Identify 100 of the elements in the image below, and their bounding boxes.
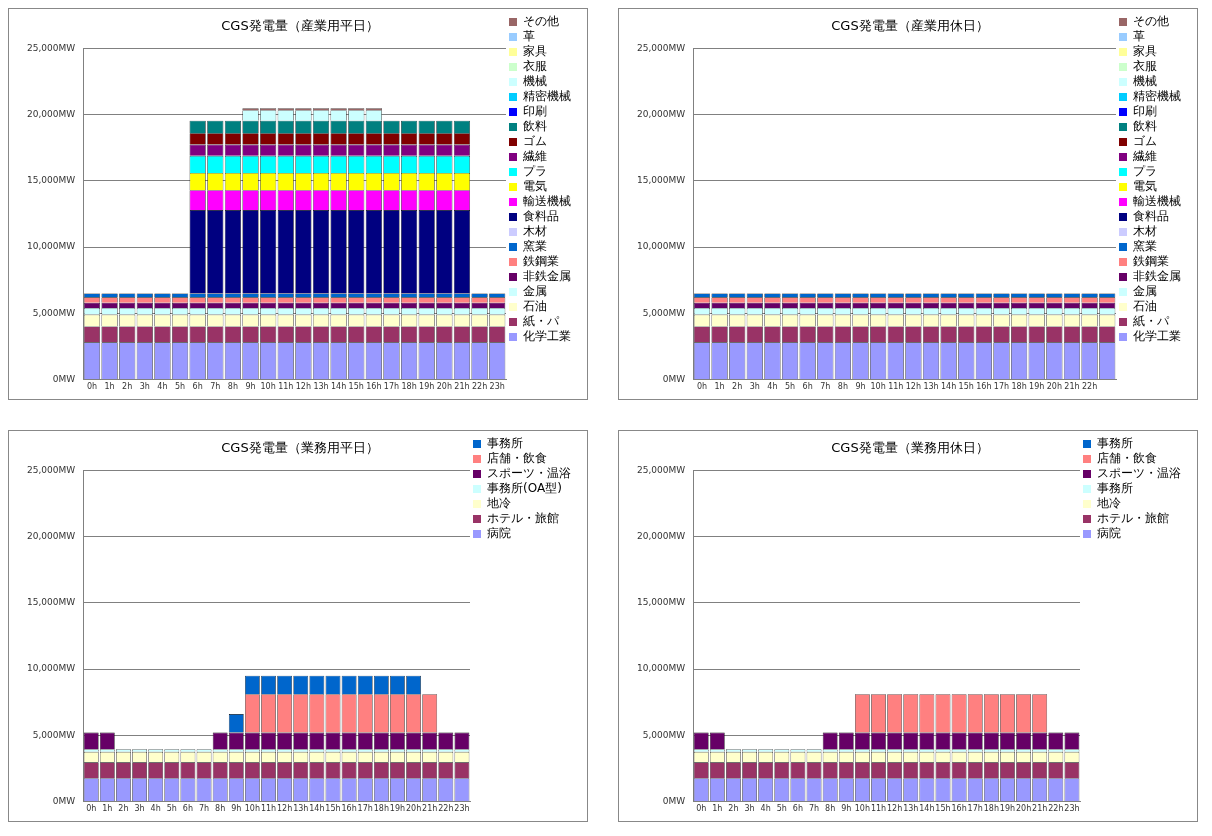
legend-label: 地冷 [1096, 496, 1121, 511]
legend-label: 事務所(OA型) [487, 481, 562, 496]
x-tick-label: 3h [134, 804, 145, 814]
x-tick-label: 9h [245, 382, 256, 392]
y-tick-label: 25,000MW [27, 464, 76, 475]
x-tick-label: 0h [696, 804, 707, 814]
x-tick-label: 21h [1064, 382, 1080, 392]
legend-label: 化学工業 [1133, 329, 1181, 344]
x-tick-label: 10h [854, 804, 871, 814]
x-tick-label: 12h [887, 804, 903, 814]
x-tick-label: 13h [903, 804, 919, 814]
legend-label: 石油 [1133, 299, 1157, 314]
x-tick-label: 7h [808, 804, 820, 814]
x-tick-label: 13h [293, 804, 309, 814]
x-tick-label: 18h [401, 382, 417, 392]
x-tick-label: 18h [1011, 382, 1027, 392]
legend-label: 精密機械 [523, 89, 571, 104]
x-tick-label: 15h [958, 382, 974, 392]
legend-label: ゴム [1133, 134, 1157, 149]
x-tick-label: 16h [951, 804, 967, 814]
y-tick-label: 0MW [662, 795, 686, 806]
x-tick-label: 15h [325, 804, 341, 814]
legend-label: 食料品 [1133, 209, 1169, 224]
x-tick-label: 22h [438, 804, 454, 814]
legend-label: 鉄鋼業 [523, 254, 559, 269]
x-tick-label: 15h [348, 382, 364, 392]
legend-label: 店舗・飲食 [487, 451, 547, 466]
x-tick-label: 18h [373, 804, 389, 814]
legend-label: 病院 [487, 526, 511, 541]
x-tick-label: 14h [941, 382, 957, 392]
legend-label: 家具 [523, 44, 547, 59]
y-tick-label: 10,000MW [637, 241, 686, 252]
x-tick-label: 2h [122, 382, 133, 392]
x-tick-label: 14h [309, 804, 325, 814]
x-tick-label: 11h [278, 382, 294, 392]
chart-title: CGS発電量（業務用休日） [831, 440, 989, 456]
x-tick-label: 0h [696, 382, 708, 392]
y-tick-label: 15,000MW [637, 175, 686, 186]
legend-label: 紙・パ [1133, 314, 1170, 329]
y-tick-label: 5,000MW [32, 729, 76, 740]
x-tick-label: 8h [227, 382, 238, 392]
legend-label: 繊維 [522, 149, 547, 164]
y-tick-label: 5,000MW [32, 307, 76, 318]
y-tick-label: 10,000MW [637, 663, 686, 674]
legend-label: 機械 [1133, 74, 1157, 89]
y-tick-label: 0MW [52, 795, 76, 806]
x-tick-label: 2h [732, 382, 743, 392]
y-tick-label: 0MW [662, 373, 686, 384]
legend-label: ホテル・旅館 [487, 511, 559, 526]
x-tick-label: 6h [182, 804, 194, 814]
x-tick-label: 3h [139, 382, 150, 392]
x-tick-label: 0h [86, 382, 98, 392]
y-tick-label: 15,000MW [637, 597, 686, 608]
x-tick-label: 8h [825, 804, 836, 814]
x-tick-label: 1h [104, 382, 115, 392]
x-tick-label: 22h [471, 382, 488, 392]
y-tick-label: 5,000MW [642, 307, 686, 318]
legend-label: プラ [523, 164, 547, 179]
legend-label: 非鉄金属 [523, 269, 571, 284]
y-tick-label: 20,000MW [637, 109, 686, 120]
x-tick-label: 19h [419, 382, 435, 392]
x-tick-label: 10h [260, 382, 276, 392]
legend-label: 金属 [1133, 284, 1157, 299]
x-tick-label: 4h [760, 804, 771, 814]
x-tick-label: 4h [157, 382, 168, 392]
x-tick-label: 10h [244, 804, 261, 814]
legend-label: プラ [1133, 164, 1157, 179]
legend-label: スポーツ・温浴 [487, 466, 571, 481]
x-tick-label: 22h [1048, 804, 1064, 814]
x-tick-label: 1h [102, 804, 113, 814]
y-tick-label: 20,000MW [27, 531, 76, 542]
legend-label: 電気 [523, 179, 547, 194]
y-tick-label: 25,000MW [27, 42, 76, 53]
x-tick-label: 14h [331, 382, 347, 392]
y-tick-label: 0MW [52, 373, 76, 384]
legend-label: その他 [523, 14, 559, 29]
legend-label: ゴム [523, 134, 547, 149]
x-tick-label: 3h [744, 804, 755, 814]
x-tick-label: 4h [767, 382, 778, 392]
x-tick-label: 21h [454, 382, 470, 392]
x-tick-label: 20h [405, 804, 422, 814]
x-tick-label: 1h [712, 804, 723, 814]
x-tick-label: 1h [714, 382, 725, 392]
legend-label: 衣服 [523, 59, 547, 74]
x-tick-label: 16h [366, 382, 382, 392]
y-tick-label: 20,000MW [637, 531, 686, 542]
legend-label: 木材 [1133, 224, 1157, 239]
legend-label: 金属 [523, 284, 547, 299]
x-tick-label: 19h [389, 804, 406, 814]
legend-label: 輸送機械 [1133, 194, 1181, 209]
legend-label: 病院 [1097, 526, 1121, 541]
x-tick-label: 23h [489, 382, 505, 392]
x-tick-label: 12h [295, 382, 312, 392]
x-tick-label: 7h [198, 804, 210, 814]
legend-label: 石油 [523, 299, 547, 314]
y-tick-label: 25,000MW [637, 464, 686, 475]
x-tick-label: 22h [1081, 382, 1098, 392]
x-tick-label: 12h [277, 804, 293, 814]
legend-label: 窯業 [523, 239, 547, 254]
x-tick-label: 13h [923, 382, 939, 392]
